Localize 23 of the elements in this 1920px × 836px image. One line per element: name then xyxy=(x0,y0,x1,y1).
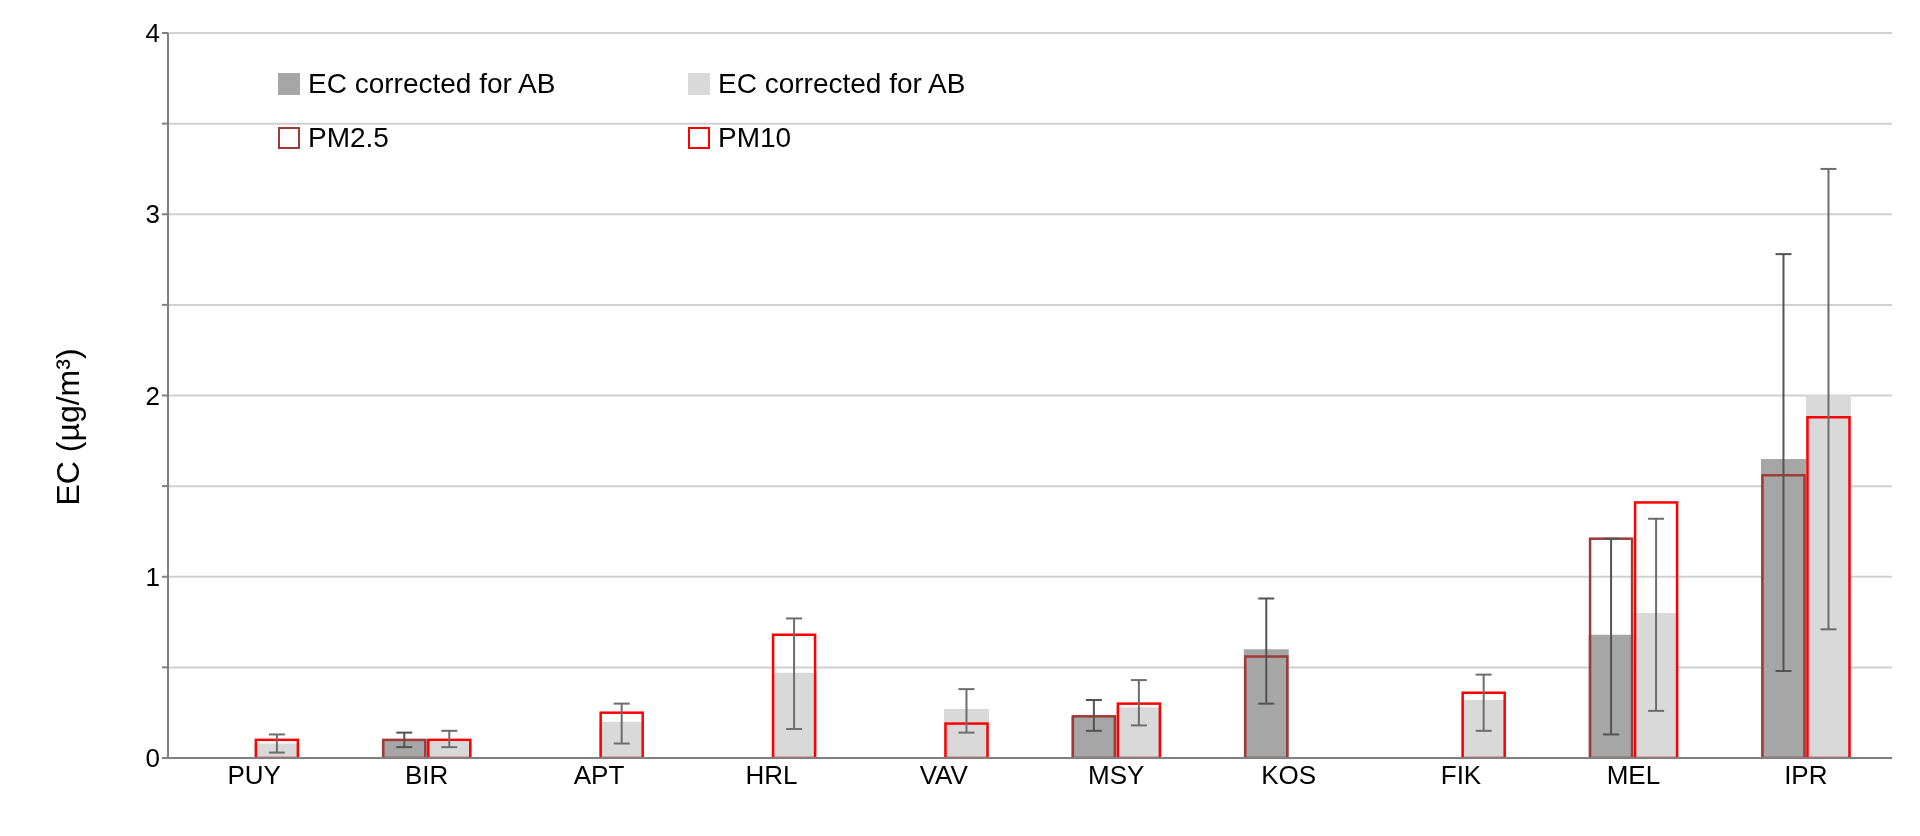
y-tick-label: 3 xyxy=(145,199,160,230)
legend-label: PM2.5 xyxy=(308,122,389,154)
legend-label: PM10 xyxy=(718,122,792,154)
x-tick-label: KOS xyxy=(1261,760,1317,791)
x-tick-label: VAV xyxy=(919,760,969,791)
bar xyxy=(1633,501,1679,758)
x-tick-label: APT xyxy=(573,760,625,791)
legend-label: EC corrected for AB xyxy=(308,68,556,100)
x-tick-label: FIK xyxy=(1440,760,1482,791)
x-tick-label: PUY xyxy=(227,760,281,791)
y-tick-label: 1 xyxy=(145,561,160,592)
x-tick-label: MEL xyxy=(1606,760,1661,791)
y-axis-title: EC (µg/m³) xyxy=(50,348,87,506)
y-tick-label: 0 xyxy=(145,743,160,774)
x-tick-label: BIR xyxy=(404,760,449,791)
x-tick-label: IPR xyxy=(1784,760,1828,791)
y-tick-label: 4 xyxy=(145,18,160,49)
y-tick-label: 2 xyxy=(145,380,160,411)
x-tick-label: HRL xyxy=(745,760,798,791)
legend-label: EC corrected for AB xyxy=(718,68,966,100)
x-tick-label: MSY xyxy=(1088,760,1145,791)
bar xyxy=(771,633,817,758)
bar xyxy=(1588,537,1634,758)
